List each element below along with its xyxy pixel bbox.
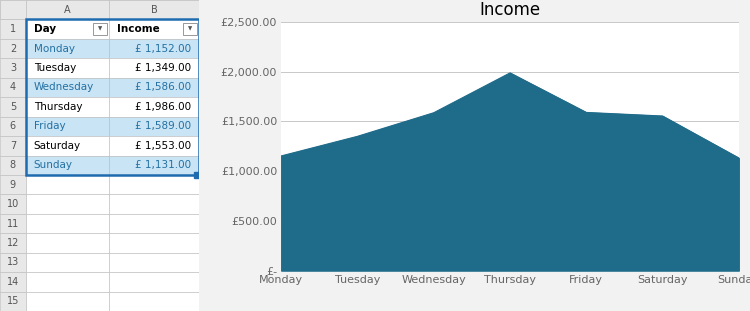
Text: ▼: ▼	[98, 27, 103, 32]
Bar	[110, 136, 199, 156]
Text: 3: 3	[10, 63, 16, 73]
Bar	[110, 156, 199, 175]
Bar	[26, 117, 109, 136]
Bar	[110, 117, 199, 136]
Text: 2: 2	[10, 44, 16, 53]
Bar	[0, 39, 26, 58]
Text: 1: 1	[10, 24, 16, 34]
Bar	[0, 0, 199, 19]
Bar	[0, 19, 26, 39]
Bar	[26, 39, 109, 58]
Bar	[183, 23, 196, 35]
Text: 10: 10	[7, 199, 19, 209]
Text: Tuesday: Tuesday	[34, 63, 76, 73]
Text: Day: Day	[34, 24, 56, 34]
Bar	[26, 253, 109, 272]
Bar	[110, 253, 199, 272]
Bar	[26, 233, 109, 253]
Text: 12: 12	[7, 238, 19, 248]
Text: Income: Income	[117, 24, 160, 34]
Text: 4: 4	[10, 82, 16, 92]
Text: ▼: ▼	[188, 27, 192, 32]
Bar	[26, 292, 109, 311]
Bar	[26, 58, 109, 78]
Text: 7: 7	[10, 141, 16, 151]
Text: 6: 6	[10, 121, 16, 131]
Bar	[0, 253, 26, 272]
Bar	[0, 292, 26, 311]
Title: Income: Income	[479, 1, 541, 19]
Bar	[0, 0, 26, 19]
Text: Sunday: Sunday	[34, 160, 73, 170]
Text: 5: 5	[10, 102, 16, 112]
Bar	[94, 23, 107, 35]
Bar	[0, 58, 26, 78]
Bar	[110, 97, 199, 117]
Bar	[0, 272, 26, 292]
Bar	[110, 214, 199, 233]
Bar	[110, 194, 199, 214]
Text: Wednesday: Wednesday	[34, 82, 94, 92]
Text: 11: 11	[7, 219, 19, 229]
Bar	[194, 172, 199, 178]
Bar	[26, 19, 199, 175]
Text: £ 1,586.00: £ 1,586.00	[135, 82, 190, 92]
Bar	[110, 272, 199, 292]
Bar	[26, 19, 109, 39]
Bar	[0, 156, 26, 175]
Bar	[110, 39, 199, 58]
Bar	[26, 175, 109, 194]
Bar	[0, 233, 26, 253]
Text: £ 1,589.00: £ 1,589.00	[135, 121, 190, 131]
Bar	[110, 292, 199, 311]
Bar	[110, 233, 199, 253]
Bar	[26, 194, 109, 214]
Bar	[110, 19, 199, 39]
Bar	[110, 175, 199, 194]
Bar	[26, 97, 109, 117]
Text: Saturday: Saturday	[34, 141, 81, 151]
Text: £ 1,553.00: £ 1,553.00	[135, 141, 190, 151]
Bar	[0, 194, 26, 214]
Bar	[26, 0, 109, 19]
Text: £ 1,131.00: £ 1,131.00	[135, 160, 190, 170]
Bar	[0, 97, 26, 117]
Text: 14: 14	[7, 277, 19, 287]
Bar	[26, 136, 109, 156]
Text: B: B	[151, 5, 157, 15]
Bar	[0, 78, 26, 97]
Text: Thursday: Thursday	[34, 102, 82, 112]
Text: Monday: Monday	[34, 44, 75, 53]
Text: 13: 13	[7, 258, 19, 267]
Bar	[26, 272, 109, 292]
Text: A: A	[64, 5, 71, 15]
Text: £ 1,152.00: £ 1,152.00	[135, 44, 190, 53]
Text: 8: 8	[10, 160, 16, 170]
Bar	[0, 175, 26, 194]
Bar	[26, 78, 109, 97]
Bar	[110, 0, 199, 19]
Bar	[110, 78, 199, 97]
Text: 15: 15	[7, 296, 19, 306]
Text: 9: 9	[10, 180, 16, 190]
Text: Friday: Friday	[34, 121, 65, 131]
Bar	[0, 117, 26, 136]
Bar	[0, 214, 26, 233]
Bar	[0, 136, 26, 156]
Bar	[26, 156, 109, 175]
Text: £ 1,349.00: £ 1,349.00	[135, 63, 190, 73]
Bar	[26, 214, 109, 233]
Text: £ 1,986.00: £ 1,986.00	[135, 102, 190, 112]
Bar	[110, 58, 199, 78]
